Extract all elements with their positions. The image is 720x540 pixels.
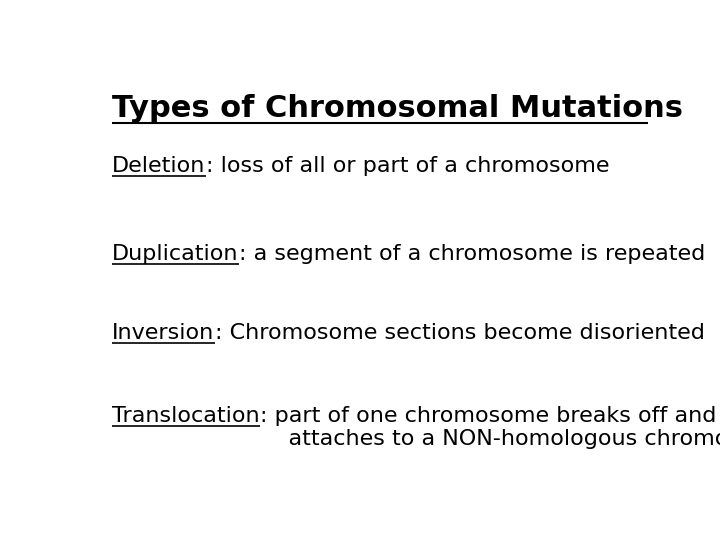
Text: Duplication: Duplication	[112, 244, 239, 264]
Text: Translocation: Translocation	[112, 406, 260, 426]
Text: Deletion: Deletion	[112, 156, 206, 176]
Text: Types of Chromosomal Mutations: Types of Chromosomal Mutations	[112, 94, 683, 123]
Text: : a segment of a chromosome is repeated: : a segment of a chromosome is repeated	[239, 244, 705, 264]
Text: Inversion: Inversion	[112, 322, 215, 342]
Text: : loss of all or part of a chromosome: : loss of all or part of a chromosome	[206, 156, 609, 176]
Text: : part of one chromosome breaks off and
    attaches to a NON-homologous chromos: : part of one chromosome breaks off and …	[260, 406, 720, 449]
Text: : Chromosome sections become disoriented: : Chromosome sections become disoriented	[215, 322, 704, 342]
